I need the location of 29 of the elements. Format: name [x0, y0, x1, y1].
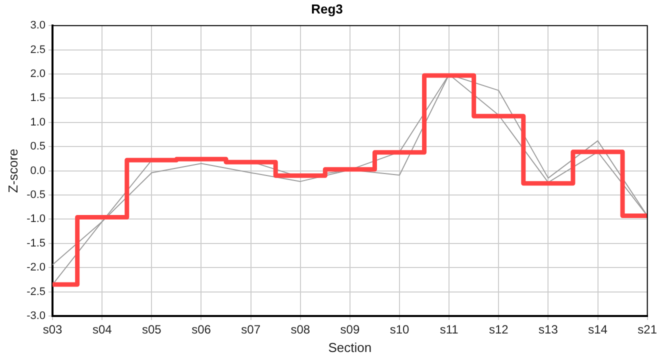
x-tick-label: s03	[42, 322, 63, 337]
y-tick-label: 2.0	[30, 68, 46, 80]
y-tick-label: -1.0	[26, 213, 46, 226]
y-tick-label: -1.5	[26, 237, 46, 250]
x-tick-label: s07	[241, 322, 261, 337]
y-tick-label: -2.5	[26, 286, 46, 298]
y-tick-label: -2.0	[26, 262, 46, 274]
x-tick-label: s09	[340, 322, 360, 337]
x-tick-label: s10	[390, 322, 410, 337]
y-tick-label: 1.5	[30, 92, 46, 104]
y-tick-label: 0.0	[30, 164, 46, 177]
y-tick-label: 0.5	[30, 140, 46, 153]
y-tick-label: 2.5	[30, 44, 46, 56]
x-tick-label: s13	[538, 322, 558, 337]
x-tick-label: s11	[440, 322, 459, 337]
x-tick-label: s04	[92, 322, 112, 337]
x-tick-label: s12	[488, 322, 509, 337]
x-tick-label: s21	[638, 322, 658, 337]
y-tick-label: 1.0	[30, 116, 46, 128]
x-tick-label: s14	[588, 322, 608, 337]
y-axis-title: Z-score	[5, 148, 20, 193]
x-axis-title: Section	[328, 340, 372, 355]
x-tick-label: s05	[142, 322, 162, 337]
x-tick-label: s06	[192, 322, 212, 337]
y-tick-label: -0.5	[26, 189, 46, 202]
x-tick-label: s08	[290, 322, 310, 337]
chart-title: Reg3	[311, 1, 343, 16]
y-tick-label: -3.0	[26, 310, 46, 322]
y-tick-label: 3.0	[30, 20, 46, 32]
